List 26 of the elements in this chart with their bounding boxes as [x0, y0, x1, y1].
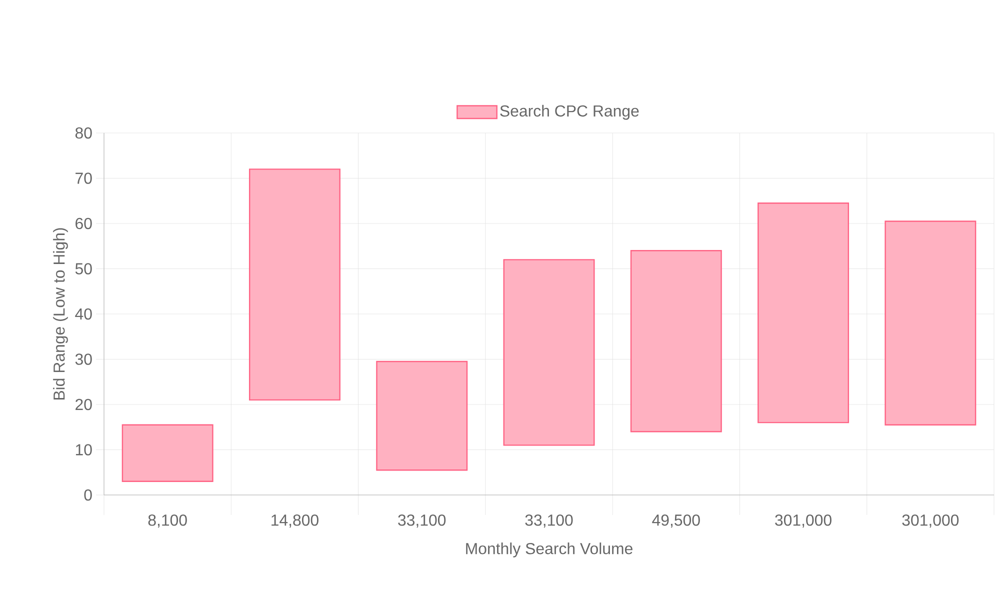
x-tick-label: 33,100 [398, 514, 446, 528]
bar [503, 259, 595, 446]
bar [122, 424, 214, 482]
bar [376, 360, 468, 471]
y-tick-label: 80 [75, 127, 92, 139]
y-tick-label: 40 [75, 308, 92, 320]
legend-label: Search CPC Range [500, 104, 639, 120]
y-tick-label: 50 [75, 263, 92, 274]
x-tick-label: 49,500 [652, 514, 700, 528]
x-tick-label: 33,100 [525, 514, 573, 528]
bar [884, 220, 976, 426]
x-tick-label: 14,800 [272, 514, 318, 528]
y-tick-label: 10 [76, 444, 92, 456]
y-tick-label: 0 [84, 489, 92, 501]
bar [758, 202, 850, 424]
x-tick-label: 301,000 [775, 514, 832, 528]
x-tick-label: 301,000 [902, 514, 959, 528]
bar [248, 168, 340, 401]
y-tick-label: 20 [76, 398, 92, 410]
y-tick-label: 70 [76, 172, 92, 184]
bar [630, 250, 722, 432]
x-axis-title: Monthly Search Volume [466, 542, 632, 558]
x-tick-label: 8,100 [148, 514, 187, 528]
y-tick-label: 30 [75, 354, 92, 365]
y-axis-title: Bid Range (Low to High) [53, 228, 68, 400]
y-tick-label: 60 [76, 218, 92, 230]
